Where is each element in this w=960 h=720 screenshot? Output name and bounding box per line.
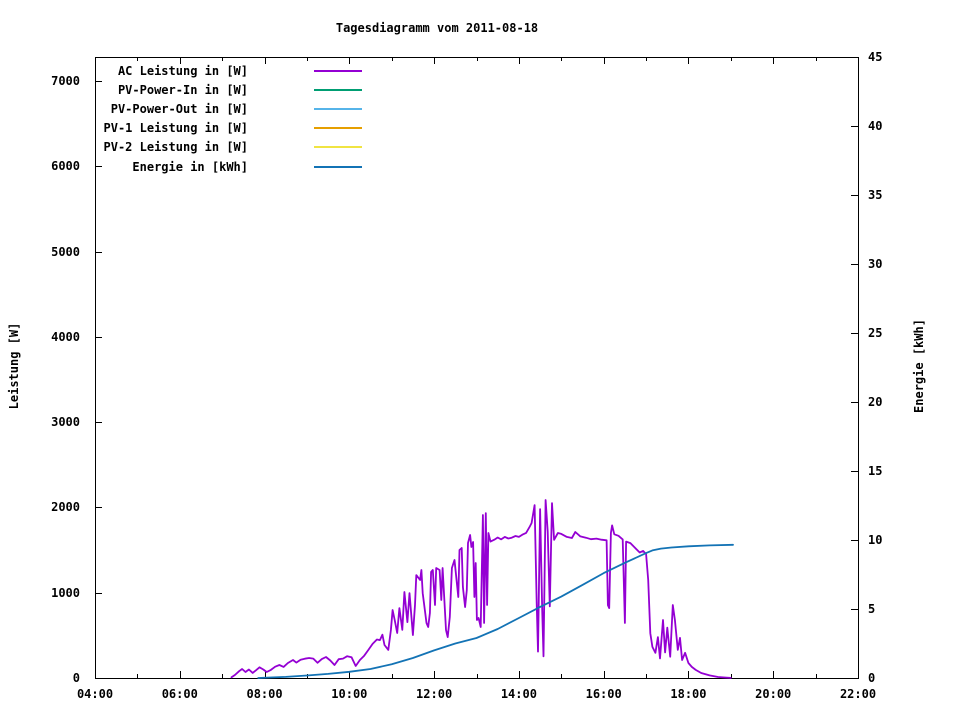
y-right-tick-label: 20	[868, 395, 883, 409]
y-left-tick-label: 7000	[51, 74, 80, 89]
chart-title: Tagesdiagramm vom 2011-08-18	[335, 21, 539, 35]
x-tick-label: 18:00	[670, 687, 707, 701]
y-left-tick-label: 3000	[51, 415, 80, 430]
y-right-tick-label: 10	[868, 533, 883, 547]
x-tick-label: 04:00	[76, 687, 114, 701]
y-right-tick-label: 15	[868, 464, 883, 478]
legend-label: PV-1 Leistung in [W]	[103, 121, 249, 136]
y-right-axis-title: Energie [kWh]	[912, 319, 926, 413]
x-tick-label: 22:00	[839, 687, 877, 701]
legend-label: PV-2 Leistung in [W]	[103, 140, 249, 155]
y-left-tick-label: 5000	[51, 244, 80, 259]
legend-label: PV-Power-Out in [W]	[110, 102, 248, 117]
y-left-tick-label: 6000	[51, 159, 80, 174]
legend-label: Energie in [kWh]	[132, 159, 248, 174]
legend-line-sample	[314, 165, 362, 168]
y-left-tick-label: 4000	[51, 329, 80, 344]
y-right-tick-label: 5	[868, 602, 876, 616]
series-line-energie-in-kwh-	[257, 543, 734, 679]
plot-border	[95, 57, 859, 679]
y-right-tick-label: 35	[868, 188, 883, 202]
legend-label: AC Leistung in [W]	[117, 64, 248, 78]
y-left-tick-label: 1000	[51, 585, 80, 600]
x-tick-label: 20:00	[755, 687, 792, 701]
x-tick-label: 08:00	[246, 687, 283, 701]
y-left-tick-label: 2000	[51, 500, 80, 515]
x-tick-label: 06:00	[161, 687, 198, 701]
series-line-ac-leistung-in-w-	[230, 499, 732, 679]
x-tick-label: 10:00	[331, 687, 368, 701]
legend-line-sample	[314, 146, 362, 149]
legend-line-sample	[314, 89, 362, 92]
y-left-tick-label: 0	[72, 671, 80, 685]
y-right-tick-label: 25	[868, 326, 883, 340]
x-tick-label: 16:00	[585, 687, 622, 701]
y-right-tick-label: 45	[868, 50, 883, 64]
y-right-tick-label: 0	[868, 671, 876, 685]
y-right-tick-label: 40	[868, 119, 883, 133]
x-tick-label: 14:00	[500, 687, 537, 701]
x-tick-label: 12:00	[416, 687, 453, 701]
y-right-tick-label: 30	[868, 257, 883, 271]
legend-line-sample	[314, 108, 362, 111]
legend-line-sample	[314, 70, 362, 72]
legend-line-sample	[314, 127, 362, 130]
legend-label: PV-Power-In in [W]	[117, 83, 248, 98]
